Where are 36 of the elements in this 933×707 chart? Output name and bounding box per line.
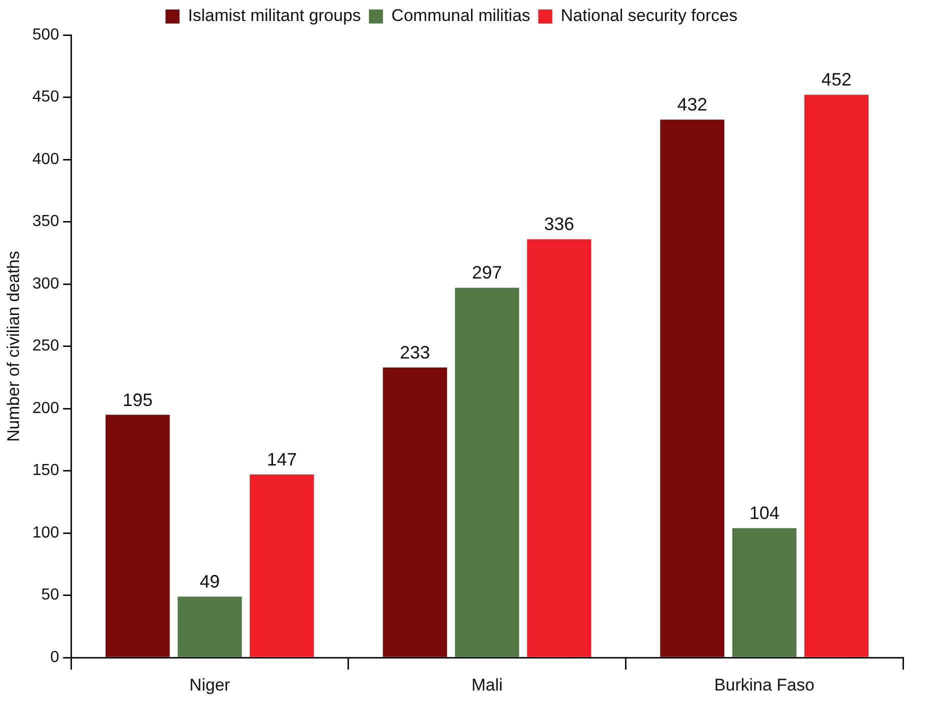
data-label: 297 [472, 262, 502, 283]
bar [250, 474, 314, 657]
bar [660, 120, 724, 657]
bar [732, 528, 796, 657]
y-tick-label: 350 [32, 213, 60, 230]
data-label: 432 [677, 94, 708, 115]
data-label: 452 [821, 70, 852, 90]
bar [454, 288, 520, 657]
y-axis-title: Number of civilian deaths [4, 250, 23, 442]
bar [178, 596, 242, 657]
y-tick-label: 500 [32, 26, 60, 44]
y-tick-label: 200 [32, 400, 60, 417]
legend-label: National security forces [560, 6, 738, 26]
legend-label: Islamist militant groups [188, 6, 361, 26]
y-tick-label: 400 [32, 150, 60, 168]
data-label: 233 [400, 342, 430, 362]
bar [527, 239, 592, 657]
bar [382, 367, 448, 657]
legend-label: Communal militias [391, 6, 530, 26]
data-label: 336 [544, 214, 574, 234]
y-tick-label: 250 [32, 338, 60, 355]
data-label: 195 [122, 390, 153, 410]
y-tick-label: 100 [32, 524, 60, 542]
x-tick-label: Mali [471, 675, 503, 694]
data-label: 147 [266, 450, 297, 470]
y-tick-label: 300 [32, 275, 60, 292]
y-tick-label: 50 [41, 586, 60, 604]
x-tick-label: Burkina Faso [714, 675, 814, 694]
x-tick-label: Niger [189, 675, 230, 694]
bar [106, 414, 170, 657]
data-label: 49 [200, 572, 220, 592]
bar [804, 94, 869, 657]
y-tick-label: 150 [32, 462, 60, 480]
y-tick-label: 450 [32, 88, 60, 106]
data-label: 104 [749, 503, 780, 524]
y-tick-label: 0 [50, 649, 60, 666]
